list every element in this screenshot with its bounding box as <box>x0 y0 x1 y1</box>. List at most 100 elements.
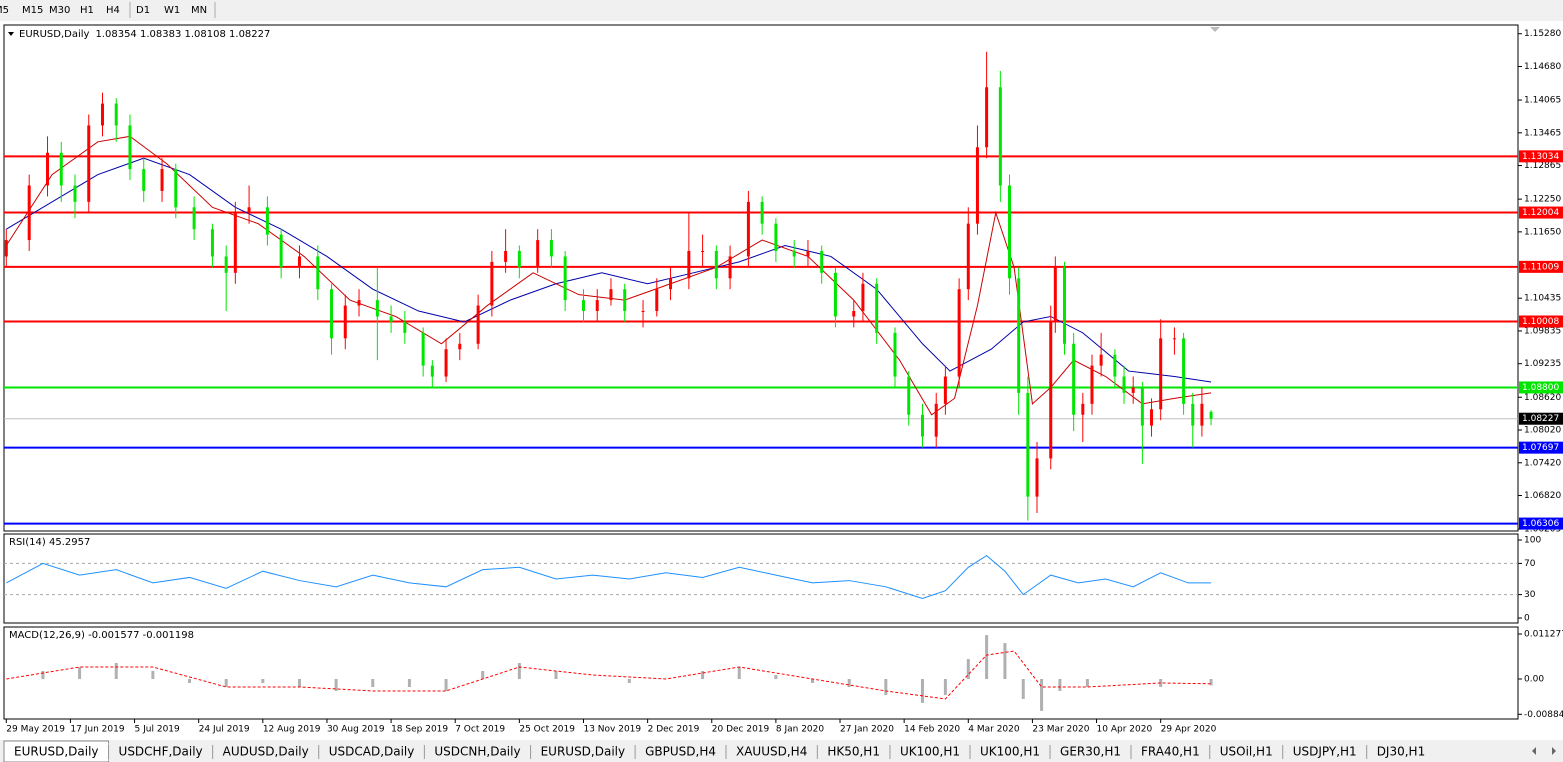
tab-label[interactable]: USDCNH,Daily <box>434 745 520 759</box>
y-tick-label: 1.07420 <box>1524 458 1561 468</box>
symbol-tab[interactable]: USDCNH,Daily <box>423 743 531 761</box>
x-tick-label: 8 Jan 2020 <box>776 725 824 735</box>
timeframe-button[interactable]: M15 <box>22 5 43 16</box>
x-tick-label: 4 Mar 2020 <box>968 725 1020 735</box>
tab-label[interactable]: UK100,H1 <box>900 745 960 759</box>
candle-body <box>1131 387 1135 393</box>
tab-label[interactable]: AUDUSD,Daily <box>223 745 309 759</box>
candle-body <box>4 240 8 257</box>
timeframe-button[interactable]: M30 <box>49 5 70 16</box>
tab-background <box>1050 743 1131 761</box>
tab-label[interactable]: DJ30,H1 <box>1377 745 1426 759</box>
tab-label[interactable]: FRA40,H1 <box>1141 745 1200 759</box>
candle-body <box>73 185 77 202</box>
candle-body <box>1122 376 1126 393</box>
tab-background <box>889 743 970 761</box>
candle-body <box>1081 403 1085 415</box>
candle-body <box>1209 411 1213 419</box>
level-label: 1.12004 <box>1522 208 1559 218</box>
symbol-tab[interactable]: UK100,H1 <box>969 743 1051 761</box>
timeframe-button[interactable]: H1 <box>80 5 94 16</box>
x-tick-label: 25 Oct 2019 <box>519 725 575 735</box>
tab-background <box>108 743 213 761</box>
timeframe-button[interactable]: H4 <box>106 5 120 16</box>
symbol-tab[interactable]: USOil,H1 <box>1209 743 1283 761</box>
symbol-tab[interactable]: GER30,H1 <box>1049 743 1131 761</box>
y-tick-label: 1.14680 <box>1524 62 1561 72</box>
tab-label[interactable]: HK50,H1 <box>827 745 880 759</box>
tab-label[interactable]: EURUSD,Daily <box>541 745 626 759</box>
y-tick-label: 1.09835 <box>1524 326 1561 336</box>
symbol-tab[interactable]: EURUSD,Daily <box>3 740 110 762</box>
tab-label[interactable]: GBPUSD,H4 <box>645 745 716 759</box>
candle-body <box>100 103 104 126</box>
candle-body <box>985 87 989 148</box>
tab-background <box>726 743 818 761</box>
symbol-label: EURUSD,Daily <box>19 29 90 40</box>
symbol-tab[interactable]: AUDUSD,Daily <box>212 743 319 761</box>
candle-body <box>233 212 237 273</box>
rsi-panel <box>3 533 1519 624</box>
symbol-tab[interactable]: FRA40,H1 <box>1130 743 1210 761</box>
candle-body <box>875 283 879 333</box>
symbol-tab[interactable]: DJ30,H1 <box>1366 743 1436 761</box>
x-tick-label: 23 Mar 2020 <box>1032 725 1089 735</box>
symbol-tab[interactable]: HK50,H1 <box>816 743 890 761</box>
x-tick-label: 29 Apr 2020 <box>1161 725 1217 735</box>
tab-label[interactable]: USOil,H1 <box>1220 745 1273 759</box>
symbol-tab[interactable]: USDJPY,H1 <box>1282 743 1367 761</box>
timeframe-button[interactable]: M5 <box>0 5 9 16</box>
symbol-tab[interactable]: EURUSD,Daily <box>530 743 636 761</box>
tab-label[interactable]: XAUUSD,H4 <box>736 745 807 759</box>
x-tick-label: 30 Aug 2019 <box>327 725 385 735</box>
macd-panel <box>3 626 1519 720</box>
level-tag <box>1519 260 1563 273</box>
candle-body <box>833 272 837 317</box>
x-tick-label: 24 Jul 2019 <box>199 725 250 735</box>
candle-body <box>1053 267 1057 322</box>
candle-body <box>1008 185 1012 279</box>
timeframe-button[interactable]: W1 <box>164 5 180 16</box>
current-price-tag <box>1519 412 1563 425</box>
candle-body <box>1182 338 1186 404</box>
symbol-tab[interactable]: GBPUSD,H4 <box>634 743 726 761</box>
tab-label[interactable]: GER30,H1 <box>1060 745 1121 759</box>
x-tick-label: 12 Aug 2019 <box>263 725 321 735</box>
timeframe-button[interactable]: D1 <box>136 5 150 16</box>
menu-arrow[interactable] <box>8 32 14 36</box>
candle-body <box>966 223 970 290</box>
candle-body <box>444 349 448 377</box>
candle-body <box>1035 458 1039 497</box>
timeframe-button[interactable]: MN <box>191 5 207 16</box>
symbol-tab[interactable]: USDCAD,Daily <box>318 743 425 761</box>
tab-label[interactable]: EURUSD,Daily <box>14 745 99 759</box>
tab-background <box>212 743 319 761</box>
level-tag <box>1519 150 1563 163</box>
candle-body <box>728 256 732 279</box>
tab-label[interactable]: USDCHF,Daily <box>119 745 203 759</box>
y-tick-label: 0.00 <box>1524 674 1544 684</box>
candle-body <box>820 250 824 273</box>
candle-body <box>1072 343 1076 415</box>
current-price-label: 1.08227 <box>1522 414 1559 424</box>
level-label: 1.06306 <box>1522 519 1559 529</box>
candle-body <box>210 229 214 257</box>
candle-body <box>975 147 979 224</box>
tab-background <box>424 743 531 761</box>
symbol-tab[interactable]: XAUUSD,H4 <box>725 743 818 761</box>
tab-label[interactable]: USDCAD,Daily <box>329 745 415 759</box>
candle-body <box>746 201 750 257</box>
y-tick-label: 100 <box>1524 536 1541 546</box>
candle-body <box>46 152 50 186</box>
tab-label[interactable]: USDJPY,H1 <box>1293 745 1357 759</box>
candle-body <box>609 289 613 301</box>
candle-body <box>687 250 691 279</box>
tab-label[interactable]: UK100,H1 <box>980 745 1040 759</box>
candle-body <box>330 289 334 339</box>
symbol-tab[interactable]: USDCHF,Daily <box>108 743 213 761</box>
symbol-tab[interactable]: UK100,H1 <box>889 743 970 761</box>
x-tick-label: 27 Jan 2020 <box>840 725 894 735</box>
candle-body <box>297 256 301 268</box>
y-tick-label: 1.12865 <box>1524 161 1561 171</box>
